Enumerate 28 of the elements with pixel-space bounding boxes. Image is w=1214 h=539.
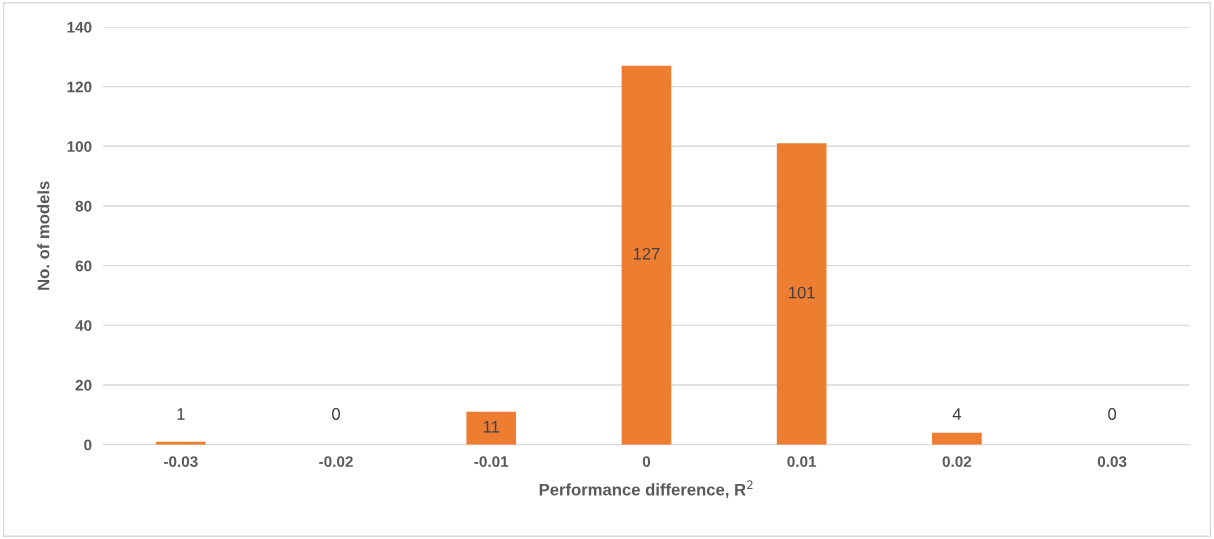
- x-tick-label: 0.03: [1097, 456, 1127, 468]
- data-label: 101: [789, 286, 815, 299]
- data-label: 4: [952, 408, 962, 420]
- y-tick-label: 80: [75, 200, 92, 212]
- y-axis-title: No. of models: [37, 181, 50, 290]
- x-axis-title: Performance difference, R$^{2}$: [539, 480, 753, 498]
- data-label: 1: [177, 408, 185, 420]
- y-tick-label: 100: [67, 141, 92, 152]
- y-tick-label: 20: [75, 379, 92, 391]
- y-tick-label: 140: [67, 21, 92, 33]
- data-label: 0: [1108, 408, 1117, 420]
- bar: [932, 432, 982, 445]
- x-tick-label: -0.02: [319, 456, 353, 468]
- bar: [621, 65, 672, 445]
- y-tick-label: 0: [84, 439, 92, 451]
- data-label: 127: [633, 247, 660, 260]
- x-tick-label: -0.03: [163, 456, 198, 468]
- bar: [776, 143, 827, 445]
- y-tick-label: 60: [75, 260, 92, 272]
- x-tick-label: -0.01: [474, 456, 509, 468]
- bar: [466, 411, 517, 445]
- data-label: 0: [332, 408, 340, 420]
- x-tick-label: 0: [642, 456, 651, 468]
- x-tick-label: 0.01: [787, 456, 817, 468]
- y-tick-label: 120: [67, 81, 92, 93]
- x-tick-label: 0.02: [942, 456, 972, 468]
- y-tick-label: 40: [75, 320, 92, 332]
- data-label: 11: [483, 421, 500, 433]
